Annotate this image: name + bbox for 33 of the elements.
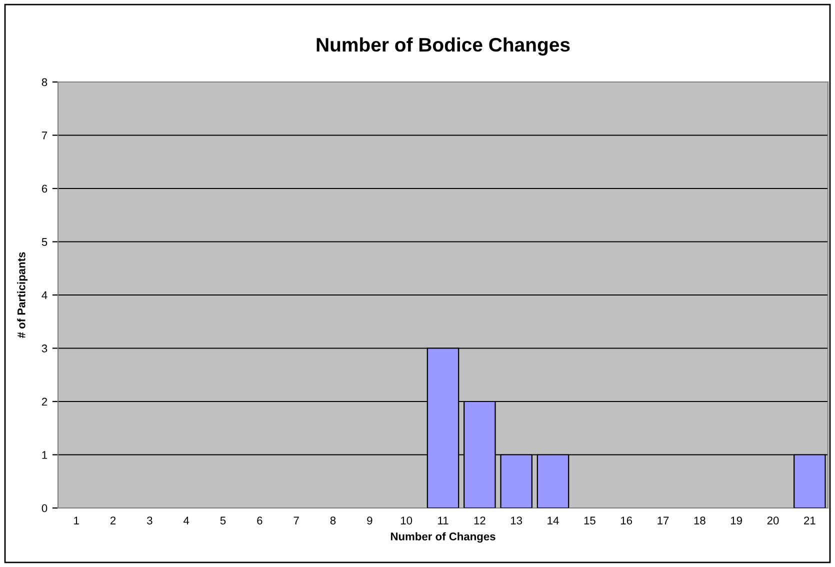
y-tick-label: 4 (42, 291, 48, 300)
x-tick-label: 4 (184, 516, 190, 524)
x-tick-label: 14 (548, 516, 559, 524)
x-tick-label: 1 (74, 516, 79, 524)
x-axis-title: Number of Changes (390, 532, 496, 543)
x-tick-label: 9 (367, 516, 372, 524)
x-tick-label: 8 (330, 516, 336, 524)
y-tick-label: 2 (42, 398, 48, 406)
y-tick-label: 3 (42, 344, 48, 352)
y-tick-label: 1 (42, 451, 48, 459)
x-tick-label: 16 (621, 516, 632, 524)
x-tick-label: 5 (220, 516, 226, 524)
y-tick-label: 8 (42, 78, 48, 86)
x-tick-label: 19 (731, 516, 742, 524)
x-tick-label: 11 (438, 516, 448, 524)
x-tick-label: 13 (511, 516, 522, 524)
x-tick-label: 18 (694, 516, 706, 524)
x-tick-label: 7 (294, 516, 299, 524)
y-tick-label: 6 (42, 184, 48, 193)
x-tick-label: 17 (658, 516, 669, 524)
x-tick-label: 6 (257, 516, 262, 524)
x-tick-label: 15 (584, 516, 596, 524)
y-axis-title: # of Participants (17, 252, 28, 338)
x-tick-label: 21 (804, 516, 816, 524)
x-tick-label: 3 (147, 516, 152, 524)
x-tick-label: 10 (401, 516, 412, 524)
y-tick-label: 7 (42, 132, 48, 140)
x-tick-label: 12 (474, 516, 486, 524)
x-tick-label: 20 (767, 516, 779, 524)
chart-title: Number of Bodice Changes (316, 37, 570, 56)
y-tick-label: 5 (42, 238, 48, 246)
y-tick-label: 0 (42, 504, 48, 512)
x-tick-label: 2 (110, 516, 116, 524)
